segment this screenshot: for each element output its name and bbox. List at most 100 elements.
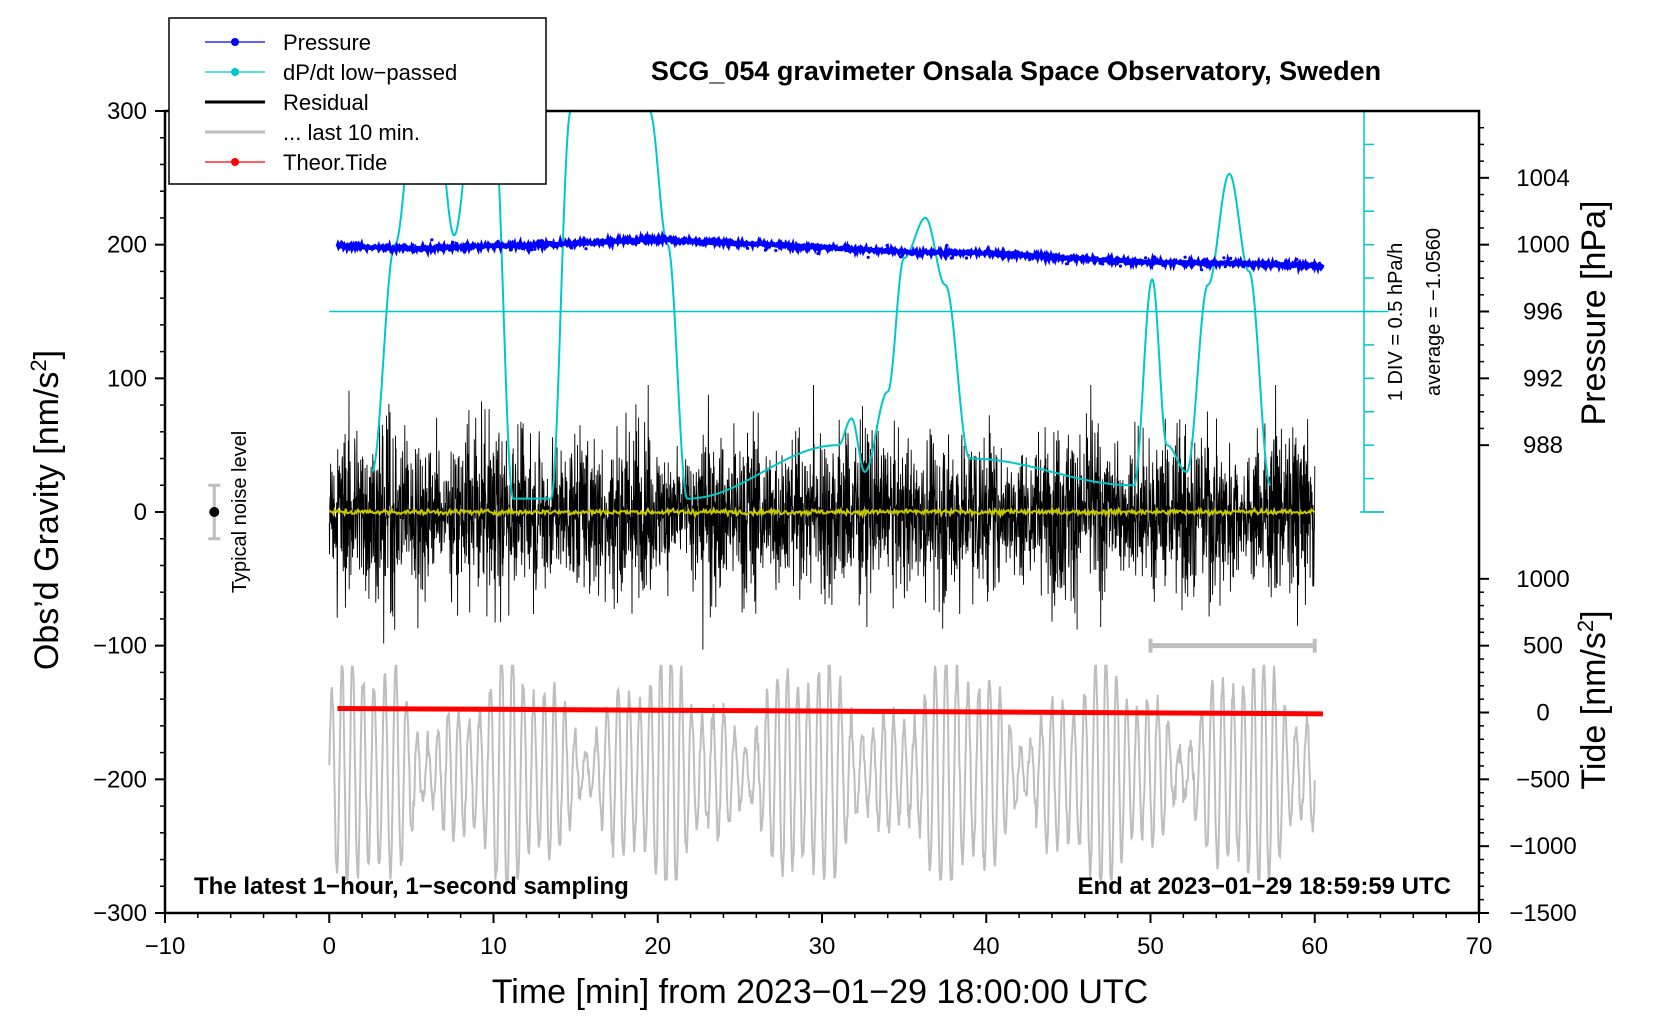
pressure-point — [946, 253, 950, 257]
pressure-point — [584, 247, 588, 251]
pressure-point — [774, 248, 778, 253]
legend: Pressure dP/dt low−passed Residual ... last… — [168, 17, 547, 185]
legend-marker — [231, 68, 239, 76]
pressure-point — [1229, 256, 1233, 260]
pressure-point — [763, 248, 768, 252]
pressure-point — [419, 249, 423, 253]
pressure-point — [1234, 260, 1238, 265]
pressure-point — [530, 248, 534, 252]
pressure-point — [901, 252, 905, 256]
pressure-point — [1000, 254, 1004, 258]
y-axis-title-end: ] — [28, 350, 66, 359]
tide-axis-title-main: Tide [nm/s — [1575, 632, 1613, 789]
pressure-line — [335, 230, 1325, 276]
pressure-point — [916, 252, 920, 256]
x-tick-label: 20 — [644, 933, 671, 960]
pressure-point — [750, 243, 755, 247]
pressure-point — [1124, 259, 1128, 263]
pressure-point — [1135, 261, 1139, 266]
pressure-point — [964, 256, 969, 260]
pressure-point — [1111, 261, 1115, 265]
y-tick-label: −300 — [93, 900, 147, 927]
pressure-point — [1152, 255, 1156, 259]
pressure-point — [846, 244, 850, 248]
pressure-point — [866, 255, 870, 259]
pressure-point — [1208, 262, 1212, 266]
last-10-min-line — [328, 664, 1316, 881]
pressure-point — [1317, 261, 1321, 266]
pressure-point — [857, 249, 861, 253]
pressure-point — [411, 243, 415, 247]
pressure-point — [701, 243, 705, 247]
dpdt-line — [371, 111, 1272, 500]
tide-tick-label: 0 — [1536, 700, 1549, 727]
residual-line — [328, 384, 1316, 650]
pressure-point — [1061, 254, 1065, 258]
pressure-point — [945, 243, 949, 247]
tide-tick-label: 500 — [1523, 633, 1563, 660]
noise-level-label: Typical noise level — [229, 431, 251, 593]
pressure-point — [520, 245, 524, 249]
tide-axis-title: Tide [nm/s2] — [1573, 610, 1613, 789]
dpdt-average-label: average = −1.0560 — [1423, 228, 1445, 396]
pressure-point — [539, 239, 544, 243]
y-axis-title-sup: 2 — [26, 359, 51, 371]
pressure-point — [591, 243, 596, 247]
pressure-point — [859, 247, 863, 251]
x-tick-label: 30 — [809, 933, 836, 960]
tide-line — [337, 705, 1323, 717]
x-tick-label: 10 — [480, 933, 507, 960]
pressure-point — [703, 240, 707, 244]
pressure-point — [1016, 253, 1020, 257]
pressure-point — [949, 256, 953, 260]
pressure-point — [549, 241, 553, 245]
pressure-point — [1225, 262, 1229, 267]
x-axis-title: Time [min] from 2023−01−29 18:00:00 UTC — [492, 973, 1148, 1011]
pressure-point — [559, 243, 563, 247]
x-tick-label: 70 — [1466, 933, 1493, 960]
pressure-point — [1028, 257, 1032, 262]
legend-label: Residual — [283, 90, 369, 115]
pressure-point — [1167, 261, 1171, 265]
pressure-point — [611, 241, 615, 245]
pressure-point — [746, 246, 750, 250]
pressure-point — [1009, 251, 1013, 255]
pressure-point — [354, 241, 358, 245]
pressure-point — [389, 250, 393, 254]
pressure-point — [376, 246, 380, 250]
pressure-point — [481, 245, 485, 249]
pressure-point — [842, 245, 846, 249]
pressure-point — [1264, 266, 1268, 270]
pressure-point — [1189, 265, 1193, 269]
dpdt-scale-label: 1 DIV = 0.5 hPa/h — [1385, 243, 1407, 401]
pressure-point — [1272, 263, 1276, 267]
tide-axis-title-sup: 2 — [1573, 620, 1598, 632]
pressure-point — [533, 247, 537, 251]
pressure-point — [778, 245, 782, 249]
pressure-point — [1203, 263, 1207, 267]
pressure-point — [1004, 254, 1008, 258]
pressure-series — [335, 230, 1325, 276]
pressure-point — [786, 244, 790, 248]
y-axis-title-main: Obs’d Gravity [nm/s — [28, 372, 66, 671]
pressure-point — [780, 241, 784, 245]
pressure-point — [1291, 265, 1295, 269]
pressure-point — [536, 239, 541, 243]
pressure-point — [902, 249, 906, 253]
pressure-point — [1064, 262, 1069, 266]
pressure-point — [647, 234, 652, 238]
y-tick-label: 0 — [134, 499, 147, 526]
x-axis-ticks: −10 0 10 20 30 40 50 60 70 — [145, 913, 1493, 960]
pressure-point — [670, 240, 674, 245]
x-tick-label: 0 — [323, 933, 336, 960]
pressure-point — [1183, 255, 1187, 259]
pressure-point — [1161, 263, 1165, 268]
y-tick-label: −100 — [93, 633, 147, 660]
pressure-point — [816, 251, 820, 256]
pressure-point — [1130, 258, 1134, 262]
pressure-point — [581, 238, 585, 242]
pressure-point — [726, 238, 730, 242]
pressure-point — [517, 246, 521, 250]
residual-series — [328, 384, 1316, 650]
